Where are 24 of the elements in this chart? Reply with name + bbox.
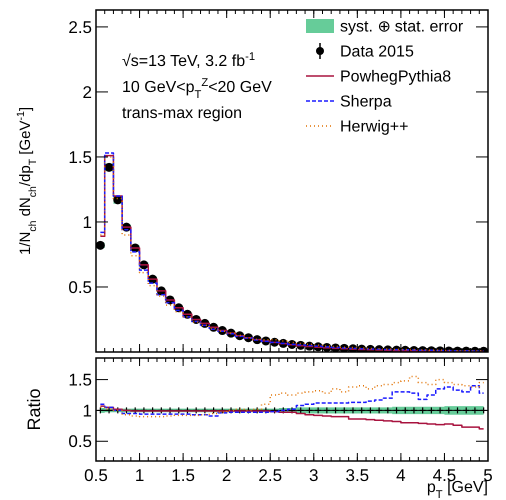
legend-label: Data 2015	[340, 44, 414, 61]
legend-label: syst. ⊕ stat. error	[340, 18, 464, 36]
y-tick-label: 1	[82, 401, 92, 420]
x-tick-label: 1	[134, 466, 144, 485]
y-tick-label: 2	[82, 82, 92, 102]
x-tick-label: 3	[309, 466, 319, 485]
annotation: 10 GeV<p$_{T}$$^{Z}$<20 GeV	[122, 77, 272, 101]
y-axis-title: Ratio	[24, 388, 44, 431]
y-tick-label: 0.5	[68, 432, 92, 452]
legend-label: PowhegPythia8	[340, 68, 452, 86]
y-tick-label: 1.5	[68, 148, 92, 167]
x-tick-label: 4	[396, 466, 406, 485]
x-tick-label: 2.5	[258, 466, 282, 485]
y-tick-label: 2.5	[68, 18, 92, 37]
legend-label: Herwig++	[340, 118, 408, 136]
annotation: trans-max region	[122, 105, 242, 122]
x-tick-label: 1.5	[171, 466, 195, 485]
y-tick-label: 1.5	[68, 370, 92, 390]
y-tick-label: 0.5	[68, 278, 92, 297]
legend-label: Sherpa	[340, 94, 392, 111]
x-tick-label: 2	[222, 466, 232, 485]
annotation: √s=13 TeV, 3.2 fb$^{-1}$	[122, 51, 256, 70]
y-tick-label: 1	[82, 212, 92, 232]
x-tick-label: 3.5	[346, 466, 370, 485]
